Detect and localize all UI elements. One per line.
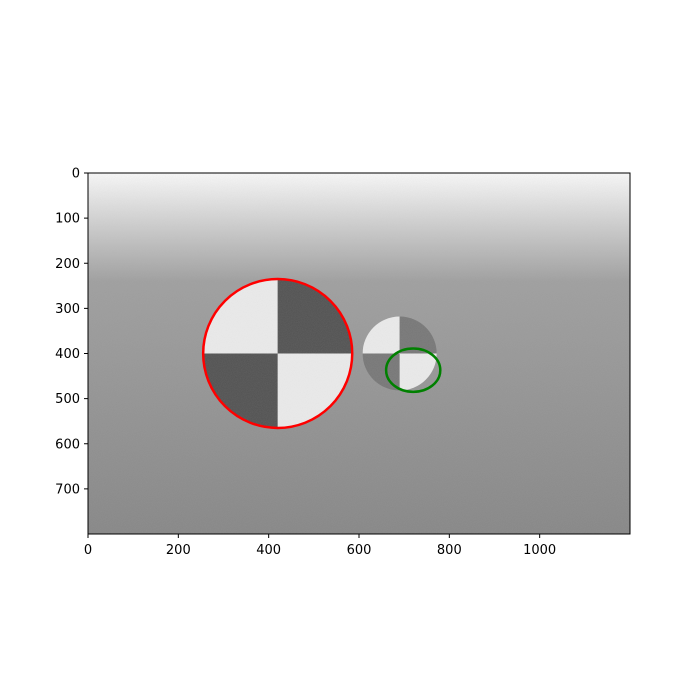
x-tick-label-400: 400 [256,543,281,558]
image-area [88,173,630,534]
y-tick-label-600: 600 [55,437,80,452]
y-tick-label-100: 100 [55,212,80,227]
x-tick-label-800: 800 [437,543,462,558]
red-circle-annotation [201,277,354,430]
y-axis: 0 100 200 300 400 500 600 700 [55,167,88,497]
x-tick-label-1000: 1000 [523,543,556,558]
y-tick-label-700: 700 [55,482,80,497]
y-tick-label-400: 400 [55,347,80,362]
x-tick-label-600: 600 [347,543,372,558]
y-tick-label-200: 200 [55,257,80,272]
x-tick-label-0: 0 [84,543,92,558]
annotation-layer [201,277,442,430]
x-axis: 0 200 400 600 800 1000 [84,534,556,558]
y-tick-label-0: 0 [72,167,80,182]
green-ellipse-annotation [384,347,442,394]
x-tick-label-200: 200 [166,543,191,558]
y-tick-label-300: 300 [55,302,80,317]
sensor-noise [88,173,630,534]
y-tick-label-500: 500 [55,392,80,407]
